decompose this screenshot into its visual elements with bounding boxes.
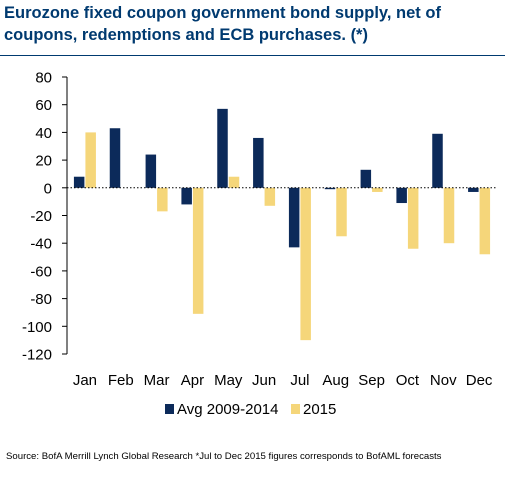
x-tick-label: Sep xyxy=(358,372,385,389)
x-tick-label: Jun xyxy=(252,372,276,389)
bar-avg-nov xyxy=(432,133,443,188)
y-tick-label: 40 xyxy=(35,125,52,142)
y-tick-label: -20 xyxy=(30,208,52,225)
x-tick-label: Feb xyxy=(108,372,134,389)
y-tick-label: 60 xyxy=(35,97,52,114)
x-tick-label: May xyxy=(214,372,243,389)
legend-label-avg: Avg 2009-2014 xyxy=(177,401,278,418)
bar-avg-sep xyxy=(360,169,372,188)
bar-2015-may xyxy=(228,176,240,188)
bar-2015-jun xyxy=(264,187,276,206)
title-divider xyxy=(0,55,505,56)
y-axis: 80 60 40 20 0 -20 -40 -60 -80 -100 -120 xyxy=(22,70,68,364)
x-tick-label: Jan xyxy=(73,372,97,389)
bar-avg-jun xyxy=(253,137,264,188)
legend: Avg 2009-2014 2015 xyxy=(165,401,336,418)
legend-swatch-2015 xyxy=(291,404,300,414)
bar-avg-feb xyxy=(109,128,121,188)
bar-2015-jul xyxy=(300,187,311,341)
y-tick-label: -60 xyxy=(30,263,52,280)
legend-swatch-avg xyxy=(165,404,174,414)
y-tick-label: -100 xyxy=(22,319,52,336)
bar-2015-aug xyxy=(336,187,347,237)
x-tick-label: Aug xyxy=(322,372,349,389)
x-tick-label: Nov xyxy=(430,372,457,389)
x-axis: Jan Feb Mar Apr May Jun Jul Aug Sep Oct Nov Dec xyxy=(67,187,497,389)
y-tick-label: 80 xyxy=(35,70,52,87)
chart-title: Eurozone fixed coupon government bond su… xyxy=(4,4,441,44)
x-tick-label: Mar xyxy=(144,372,170,389)
y-tick-label: -80 xyxy=(30,291,52,308)
y-tick-label: 0 xyxy=(44,180,52,197)
x-tick-label: Dec xyxy=(466,372,493,389)
bars xyxy=(73,108,491,341)
y-tick-label: 20 xyxy=(35,153,52,170)
bar-avg-oct xyxy=(396,187,407,204)
x-tick-label: Jul xyxy=(290,372,309,389)
bar-2015-apr xyxy=(192,187,204,314)
bar-2015-mar xyxy=(157,187,168,212)
y-tick-label: -120 xyxy=(22,347,52,364)
bar-avg-dec xyxy=(468,187,479,192)
source-note: Source: BofA Merrill Lynch Global Resear… xyxy=(6,451,442,462)
bar-avg-mar xyxy=(145,154,157,188)
bar-avg-jul xyxy=(288,187,300,248)
bar-2015-sep xyxy=(372,187,383,192)
legend-label-2015: 2015 xyxy=(303,401,336,418)
bar-2015-oct xyxy=(407,187,419,249)
bar-chart: 80 60 40 20 0 -20 -40 -60 -80 -100 -120 Jan Feb Mar A… xyxy=(22,70,497,418)
y-tick-label: -40 xyxy=(30,236,52,253)
bar-avg-aug xyxy=(324,187,336,190)
bar-2015-dec xyxy=(479,187,491,255)
bar-avg-apr xyxy=(181,187,192,205)
x-tick-label: Apr xyxy=(181,372,204,389)
bar-avg-may xyxy=(217,108,228,188)
bar-2015-nov xyxy=(443,187,455,244)
bar-2015-jan xyxy=(85,132,96,188)
x-tick-label: Oct xyxy=(396,372,420,389)
bar-avg-jan xyxy=(73,176,85,188)
